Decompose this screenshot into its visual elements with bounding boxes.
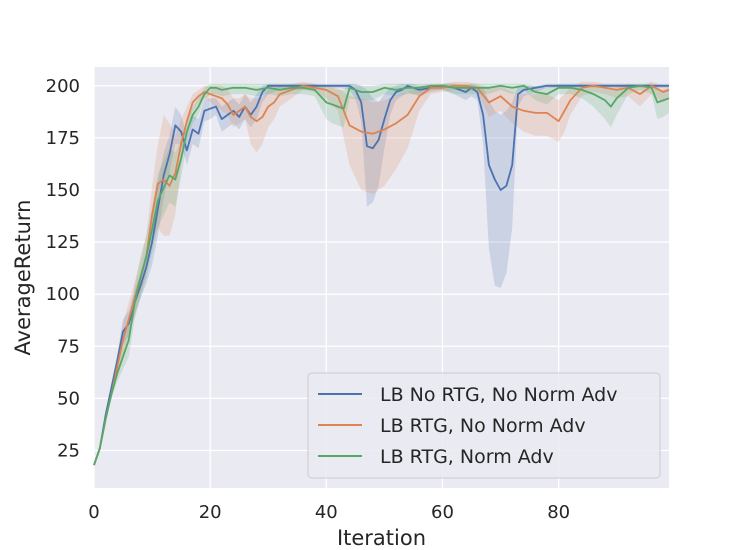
x-tick-label: 0: [88, 502, 99, 523]
confidence-band-1: [94, 83, 669, 466]
y-tick-labels: 25 50 75 100 125 150 175 200: [46, 76, 80, 462]
x-tick-labels: 0 20 40 60 80: [88, 502, 570, 523]
legend-label: LB RTG, No Norm Adv: [380, 415, 586, 437]
x-tick-label: 80: [547, 502, 570, 523]
y-tick-label: 200: [46, 76, 80, 97]
y-tick-label: 150: [46, 180, 80, 201]
x-tick-label: 40: [315, 502, 338, 523]
y-tick-label: 50: [57, 388, 80, 409]
x-axis-label: Iteration: [337, 526, 426, 550]
confidence-bands: [94, 81, 669, 466]
y-axis-label: AverageReturn: [11, 200, 35, 356]
confidence-band-3: [94, 83, 669, 466]
series-line-3: [93, 84, 670, 466]
legend-label: LB No RTG, No Norm Adv: [380, 384, 617, 406]
series-lines: [93, 84, 670, 466]
x-tick-label: 20: [199, 502, 222, 523]
y-tick-label: 100: [46, 284, 80, 305]
y-tick-label: 125: [46, 232, 80, 253]
legend: LB No RTG, No Norm Adv LB RTG, No Norm Ad…: [307, 372, 661, 479]
legend-box: [307, 372, 661, 479]
x-tick-label: 60: [431, 502, 454, 523]
y-tick-label: 25: [57, 440, 80, 461]
legend-label: LB RTG, Norm Adv: [380, 446, 554, 468]
confidence-band-2: [94, 81, 669, 466]
y-tick-label: 75: [57, 336, 80, 357]
y-tick-label: 175: [46, 128, 80, 149]
grid-lines: [93, 67, 669, 488]
